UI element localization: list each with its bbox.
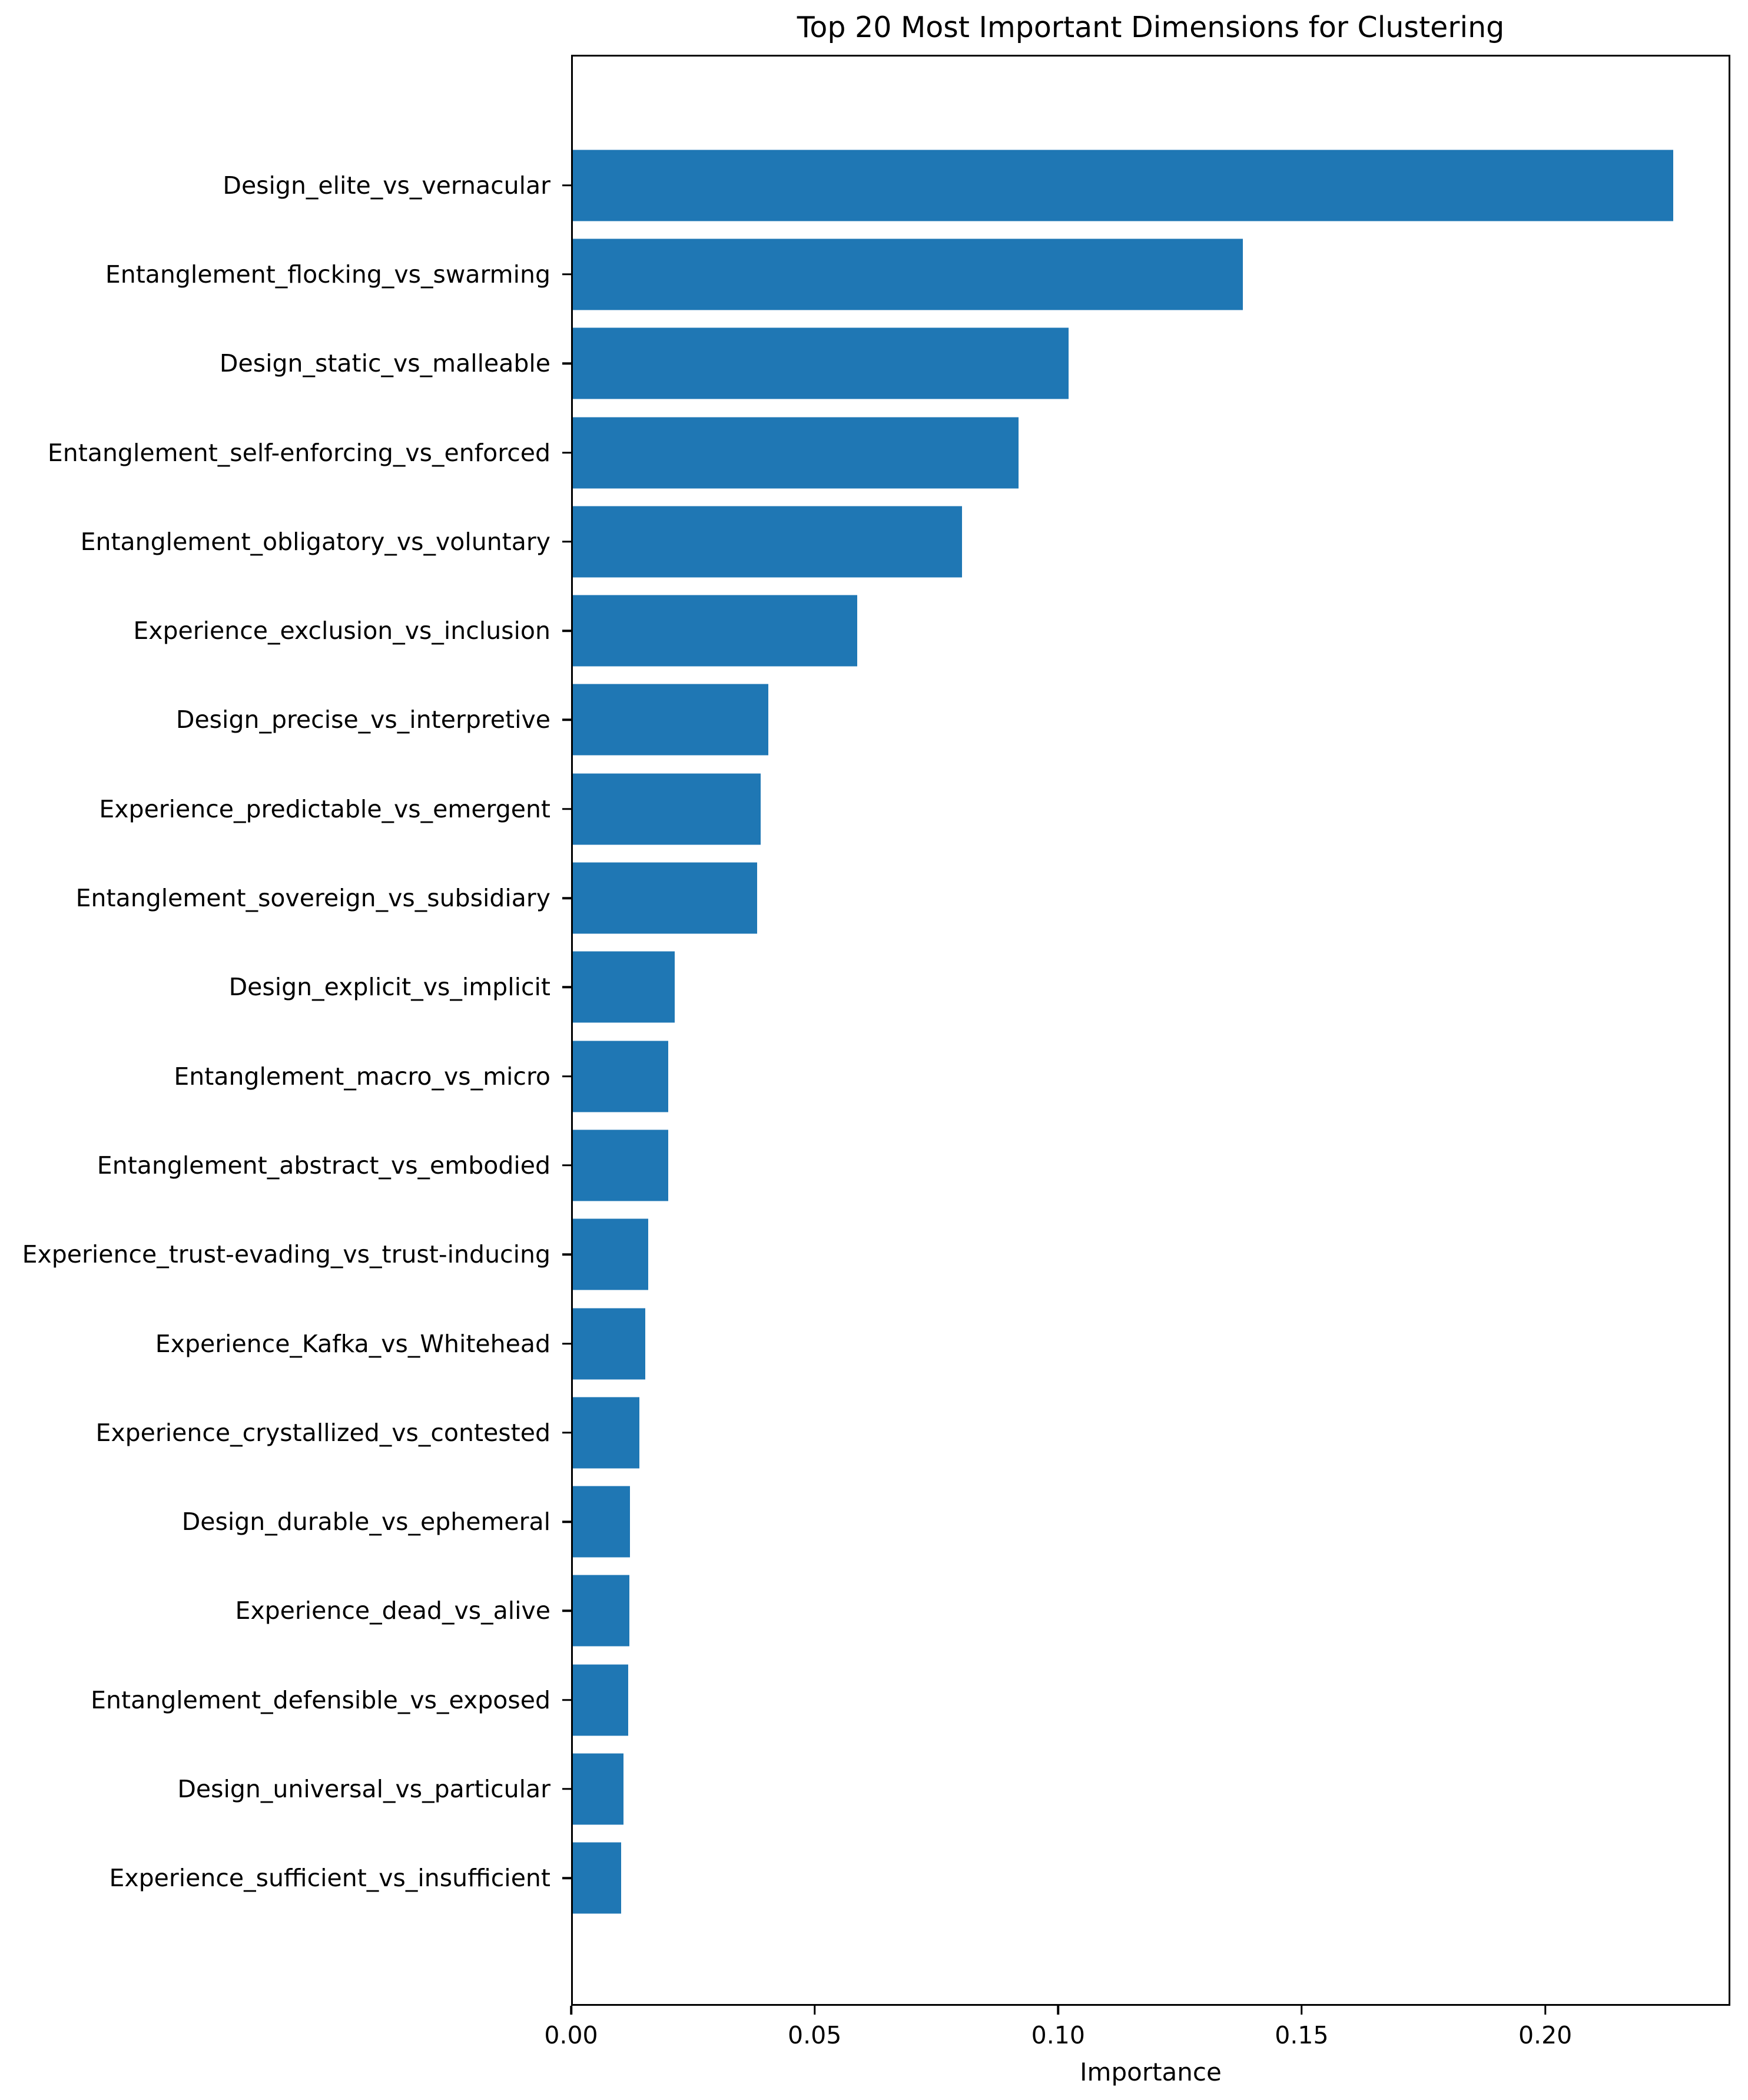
importance-bar [573,150,1673,221]
y-axis-category-label: Design_precise_vs_interpretive [175,705,550,734]
y-axis-category-label: Experience_dead_vs_alive [235,1596,550,1625]
bar-row: Design_explicit_vs_implicit [229,943,1729,1032]
x-axis-tick-mark [1057,2006,1060,2015]
importance-bar [573,239,1243,310]
y-axis-category-label: Experience_exclusion_vs_inclusion [133,617,550,645]
bar-row: Entanglement_defensible_vs_exposed [91,1655,1729,1744]
y-axis-category-label: Experience_predictable_vs_emergent [99,794,550,823]
x-axis-tick-label: 0.20 [1518,2021,1573,2049]
y-axis-category-label: Entanglement_abstract_vs_embodied [97,1151,550,1180]
importance-bar [573,1218,648,1290]
y-axis-tick-mark [562,1164,571,1167]
y-axis-tick-mark [562,986,571,989]
bar-row: Entanglement_self-enforcing_vs_enforced [48,408,1729,497]
bar-row: Experience_Kafka_vs_Whitehead [155,1299,1729,1388]
y-axis-category-label: Experience_trust-evading_vs_trust-induci… [22,1240,550,1269]
importance-bar [573,1486,631,1558]
importance-bar [573,506,962,578]
bar-row: Design_durable_vs_ephemeral [182,1477,1729,1566]
bar-row: Design_universal_vs_particular [177,1744,1729,1833]
bar-row: Entanglement_macro_vs_micro [174,1032,1729,1121]
x-axis-tick-mark [1544,2006,1547,2015]
y-axis-tick-mark [562,630,571,632]
y-axis-category-label: Entanglement_flocking_vs_swarming [105,260,550,289]
y-axis-tick-mark [562,273,571,276]
y-axis-category-label: Design_durable_vs_ephemeral [181,1508,550,1536]
y-axis-tick-mark [562,1609,571,1612]
y-axis-category-label: Experience_sufficient_vs_insufficient [109,1864,550,1893]
x-axis-tick-mark [570,2006,572,2015]
y-axis-tick-mark [562,1432,571,1434]
y-axis-category-label: Experience_Kafka_vs_Whitehead [155,1329,550,1358]
y-axis-tick-mark [562,807,571,810]
y-axis-tick-mark [562,1877,571,1880]
y-axis-category-label: Design_static_vs_malleable [219,349,550,378]
importance-bar [573,327,1069,399]
importance-bar [573,1753,623,1825]
y-axis-tick-mark [562,1253,571,1256]
bar-row: Experience_trust-evading_vs_trust-induci… [22,1210,1729,1299]
y-axis-category-label: Design_universal_vs_particular [177,1774,550,1803]
y-axis-tick-mark [562,184,571,187]
importance-bar [573,417,1019,489]
y-axis-category-label: Entanglement_defensible_vs_exposed [91,1685,550,1714]
importance-bar [573,684,768,756]
y-axis-category-label: Entanglement_obligatory_vs_voluntary [80,527,550,556]
y-axis-tick-mark [562,541,571,543]
y-axis-tick-mark [562,897,571,899]
y-axis-category-label: Design_elite_vs_vernacular [223,171,550,200]
bar-row: Entanglement_flocking_vs_swarming [105,230,1729,319]
bar-row: Entanglement_abstract_vs_embodied [97,1121,1729,1210]
y-axis-category-label: Experience_crystallized_vs_contested [95,1418,550,1447]
importance-bar [573,862,758,934]
bar-rows-container: Design_elite_vs_vernacular Entanglement_f… [22,57,1729,2004]
importance-bar [573,1041,669,1112]
y-axis-tick-mark [562,1698,571,1701]
y-axis-category-label: Design_explicit_vs_implicit [228,973,550,1002]
bar-row: Entanglement_sovereign_vs_subsidiary [76,853,1729,942]
bar-row: Experience_dead_vs_alive [235,1566,1729,1655]
importance-bar [573,1575,629,1647]
x-axis-tick-label: 0.10 [1031,2021,1085,2049]
y-axis-tick-mark [562,1788,571,1790]
y-axis-tick-mark [562,1075,571,1078]
x-axis-tick-label: 0.05 [787,2021,842,2049]
y-axis-tick-mark [562,718,571,721]
bar-row: Experience_sufficient_vs_insufficient [109,1834,1729,1923]
x-axis-tick-label: 0.15 [1275,2021,1329,2049]
x-axis-tick-mark [813,2006,816,2015]
bar-row: Experience_exclusion_vs_inclusion [133,586,1729,675]
bar-row: Experience_predictable_vs_emergent [99,764,1729,853]
bar-row: Entanglement_obligatory_vs_voluntary [81,497,1729,586]
y-axis-tick-mark [562,1342,571,1345]
importance-bar [573,595,858,667]
y-axis-category-label: Entanglement_self-enforcing_vs_enforced [47,438,550,467]
importance-bar [573,1397,639,1469]
y-axis-tick-mark [562,451,571,454]
y-axis-tick-mark [562,1521,571,1523]
bar-row: Design_precise_vs_interpretive [176,675,1729,764]
importance-bar [573,951,675,1023]
chart-title: Top 20 Most Important Dimensions for Clu… [797,11,1505,44]
importance-bar [573,1130,669,1201]
bar-row: Design_elite_vs_vernacular [223,141,1729,230]
importance-bar [573,773,761,845]
importance-bar [573,1308,645,1379]
y-axis-category-label: Entanglement_sovereign_vs_subsidiary [75,884,550,913]
x-axis-title: Importance [1080,2058,1222,2086]
bar-row: Design_static_vs_malleable [220,319,1729,408]
x-axis-tick-mark [1301,2006,1303,2015]
y-axis-category-label: Entanglement_macro_vs_micro [174,1062,550,1091]
plot-area: Design_elite_vs_vernacular Entanglement_f… [22,55,1730,2006]
y-axis-tick-mark [562,362,571,365]
importance-bar [573,1664,629,1736]
x-axis-tick-label: 0.00 [544,2021,598,2049]
importance-bar [573,1842,621,1914]
bar-row: Experience_crystallized_vs_contested [95,1388,1729,1477]
